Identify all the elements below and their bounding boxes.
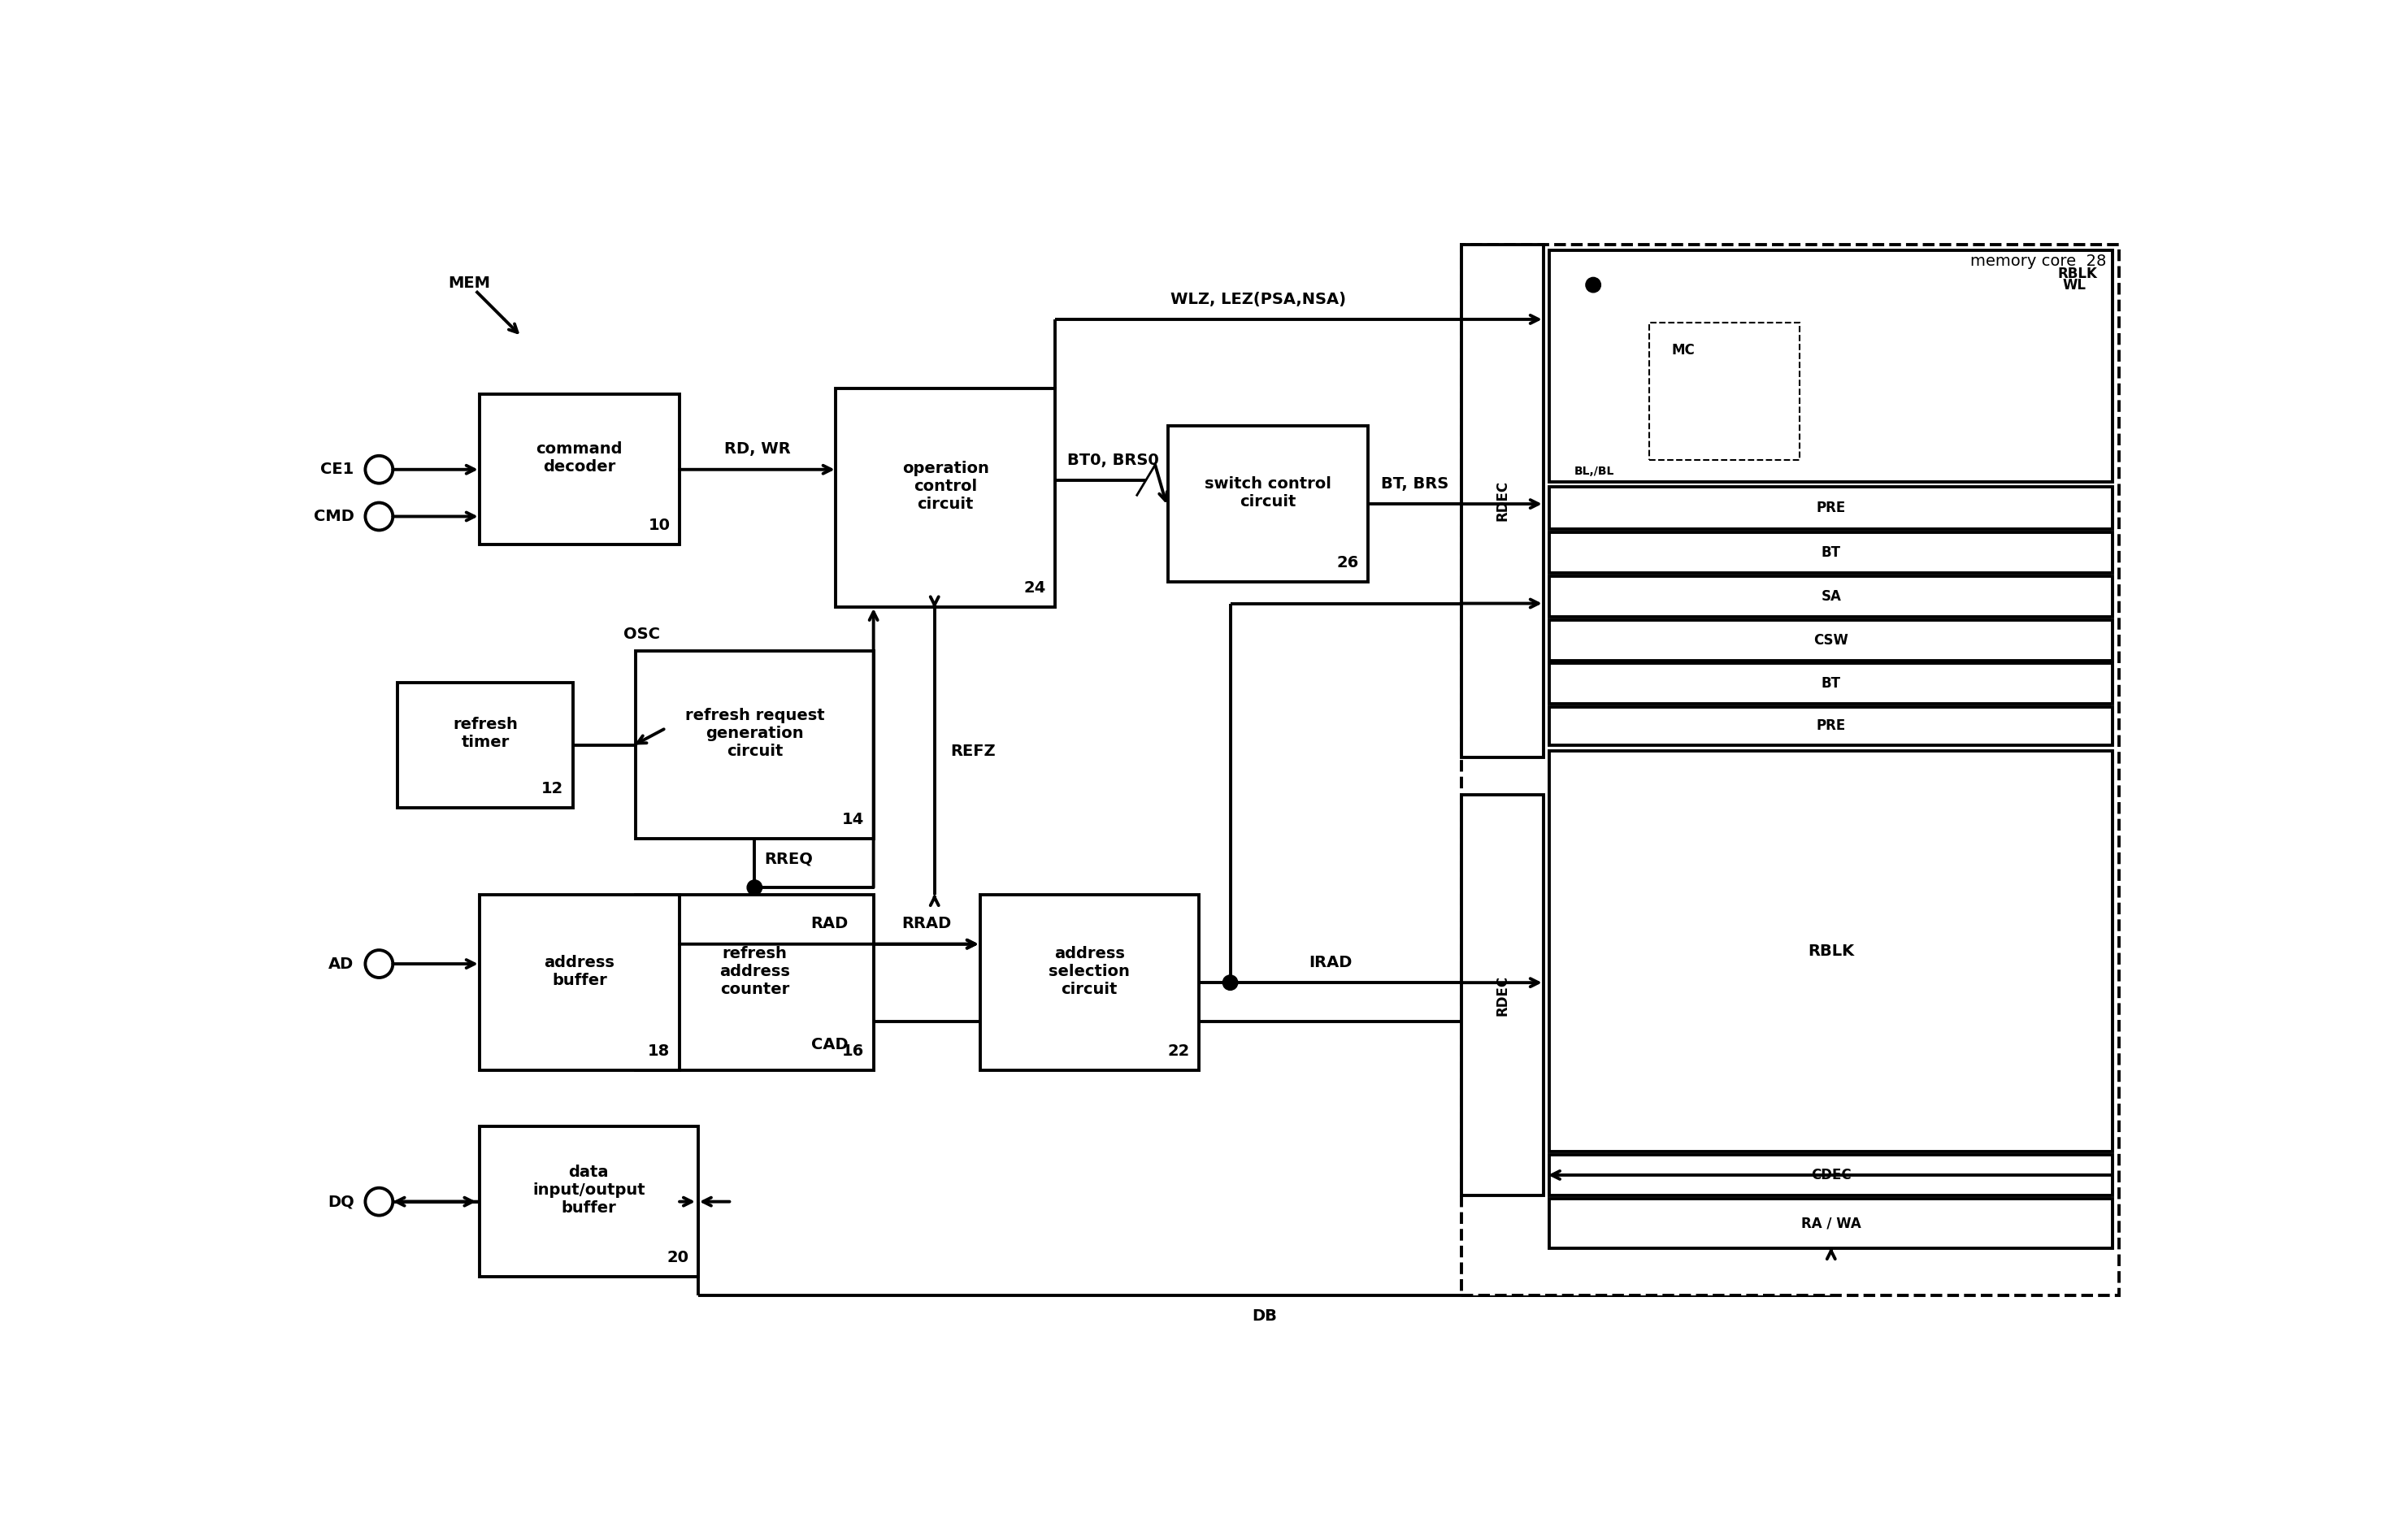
FancyBboxPatch shape xyxy=(1550,1198,2112,1249)
Text: RDEC: RDEC xyxy=(1495,975,1509,1015)
Text: RD, WR: RD, WR xyxy=(725,442,791,457)
Text: RAD: RAD xyxy=(811,916,849,932)
Text: AD: AD xyxy=(329,956,355,972)
Text: WLZ, LEZ(PSA,NSA): WLZ, LEZ(PSA,NSA) xyxy=(1171,291,1347,306)
FancyBboxPatch shape xyxy=(1550,619,2112,661)
FancyBboxPatch shape xyxy=(1550,251,2112,482)
Text: data
input/output
buffer: data input/output buffer xyxy=(532,1164,646,1217)
Text: refresh
timer: refresh timer xyxy=(453,718,517,750)
Circle shape xyxy=(746,879,763,895)
FancyBboxPatch shape xyxy=(637,895,873,1070)
Text: WL: WL xyxy=(2062,277,2086,293)
Text: CDEC: CDEC xyxy=(1812,1167,1852,1183)
Text: memory core  28: memory core 28 xyxy=(1972,254,2107,270)
FancyBboxPatch shape xyxy=(1461,245,1542,758)
Text: BT0, BRS0: BT0, BRS0 xyxy=(1068,453,1159,468)
Text: OSC: OSC xyxy=(622,627,660,642)
Text: 16: 16 xyxy=(842,1044,863,1060)
Text: 14: 14 xyxy=(842,812,863,827)
FancyBboxPatch shape xyxy=(479,895,679,1070)
Text: PRE: PRE xyxy=(1817,719,1845,733)
FancyBboxPatch shape xyxy=(1550,707,2112,745)
FancyBboxPatch shape xyxy=(1650,322,1800,460)
Text: BT: BT xyxy=(1821,676,1840,691)
FancyBboxPatch shape xyxy=(1550,576,2112,616)
FancyBboxPatch shape xyxy=(1550,1155,2112,1195)
Text: 26: 26 xyxy=(1337,556,1359,571)
Text: switch control
circuit: switch control circuit xyxy=(1204,476,1330,510)
Text: 22: 22 xyxy=(1168,1044,1190,1060)
Text: 20: 20 xyxy=(668,1250,689,1266)
Text: REFZ: REFZ xyxy=(951,744,997,759)
Text: operation
control
circuit: operation control circuit xyxy=(901,460,989,511)
FancyBboxPatch shape xyxy=(398,682,572,807)
Text: CSW: CSW xyxy=(1814,633,1848,647)
Text: RDEC: RDEC xyxy=(1495,480,1509,521)
FancyBboxPatch shape xyxy=(1550,487,2112,528)
Text: address
selection
circuit: address selection circuit xyxy=(1049,946,1130,996)
FancyBboxPatch shape xyxy=(1461,245,2119,1295)
Circle shape xyxy=(1585,277,1600,293)
Text: RRAD: RRAD xyxy=(901,916,951,932)
Text: MC: MC xyxy=(1671,343,1695,357)
Text: BL,/BL: BL,/BL xyxy=(1573,465,1614,477)
Text: BT, BRS: BT, BRS xyxy=(1380,476,1449,491)
FancyBboxPatch shape xyxy=(1168,425,1368,582)
Text: RBLK: RBLK xyxy=(2057,266,2098,280)
Text: 12: 12 xyxy=(541,781,563,796)
Text: MEM: MEM xyxy=(448,276,491,291)
FancyBboxPatch shape xyxy=(479,1127,699,1277)
FancyBboxPatch shape xyxy=(980,895,1199,1070)
Text: RA / WA: RA / WA xyxy=(1802,1217,1862,1230)
Text: CMD: CMD xyxy=(312,508,355,524)
Text: address
buffer: address buffer xyxy=(544,955,615,989)
FancyBboxPatch shape xyxy=(637,651,873,839)
FancyBboxPatch shape xyxy=(1550,752,2112,1152)
Text: refresh request
generation
circuit: refresh request generation circuit xyxy=(684,708,825,759)
FancyBboxPatch shape xyxy=(837,388,1056,607)
Text: CAD: CAD xyxy=(811,1036,849,1052)
Text: RREQ: RREQ xyxy=(763,852,813,867)
Text: command
decoder: command decoder xyxy=(536,442,622,474)
Text: RBLK: RBLK xyxy=(1807,944,1855,959)
Text: BT: BT xyxy=(1821,545,1840,559)
FancyBboxPatch shape xyxy=(1550,664,2112,704)
FancyBboxPatch shape xyxy=(1550,533,2112,573)
Text: CE1: CE1 xyxy=(319,462,355,477)
FancyBboxPatch shape xyxy=(479,394,679,545)
Text: 18: 18 xyxy=(648,1044,670,1060)
Text: 10: 10 xyxy=(648,517,670,533)
Text: IRAD: IRAD xyxy=(1309,955,1352,970)
Text: 24: 24 xyxy=(1023,581,1047,596)
Text: DB: DB xyxy=(1252,1307,1278,1323)
Circle shape xyxy=(1223,975,1237,990)
Text: PRE: PRE xyxy=(1817,500,1845,514)
Text: refresh
address
counter: refresh address counter xyxy=(720,946,789,996)
FancyBboxPatch shape xyxy=(1461,795,1542,1195)
Text: SA: SA xyxy=(1821,588,1840,604)
Text: DQ: DQ xyxy=(327,1194,355,1209)
